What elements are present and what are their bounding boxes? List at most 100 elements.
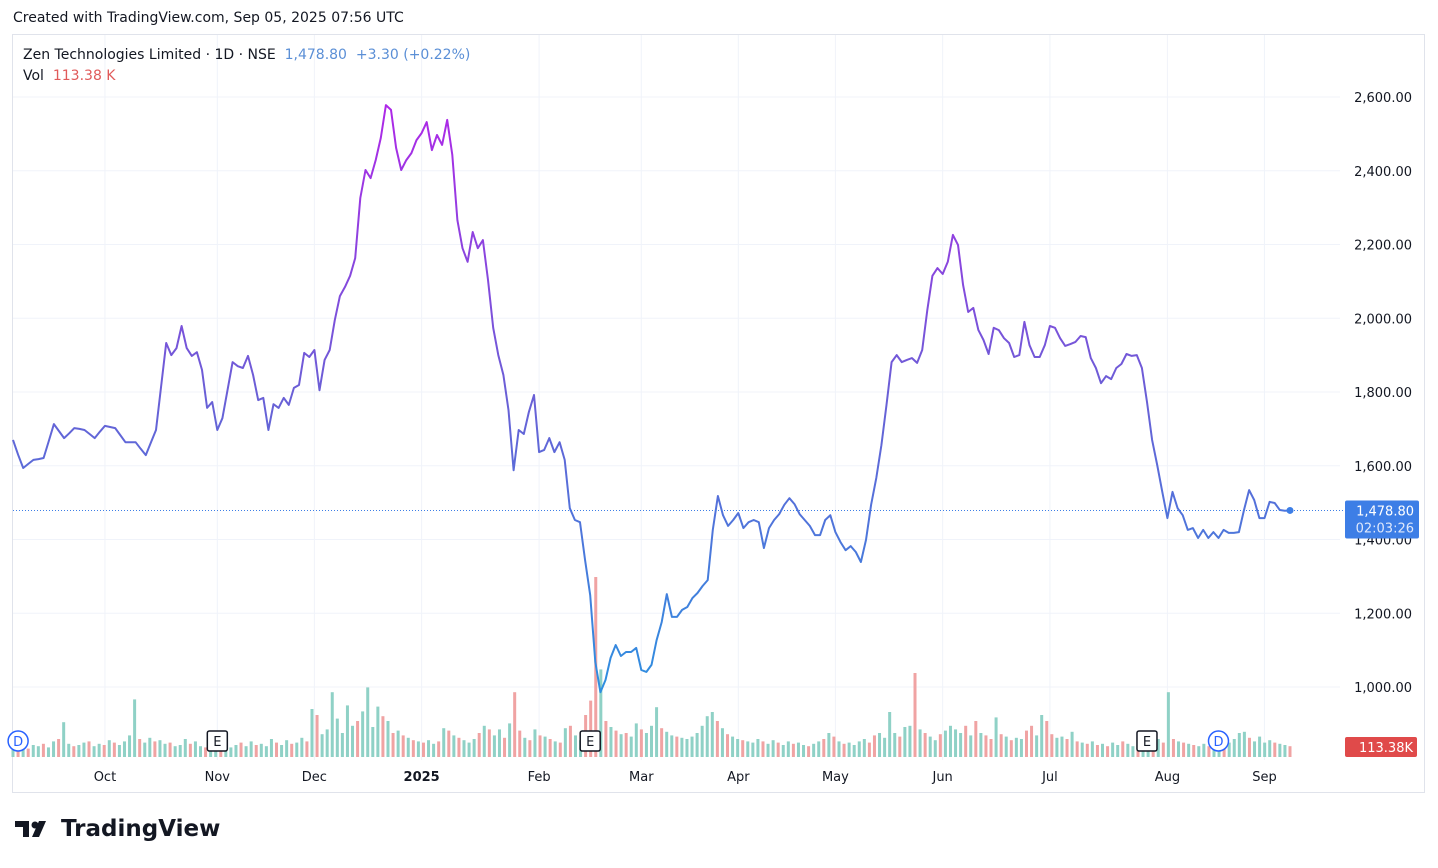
- x-tick-label: Oct: [94, 770, 116, 785]
- volume-bar: [715, 721, 719, 757]
- chart-legend: Zen Technologies Limited · 1D · NSE 1,47…: [23, 45, 470, 87]
- volume-bar: [624, 733, 628, 757]
- volume-bar: [361, 711, 365, 757]
- volume-bar: [168, 742, 172, 757]
- volume-bar: [1024, 730, 1028, 757]
- chart-frame[interactable]: [12, 34, 1425, 793]
- volume-bar: [371, 727, 375, 757]
- volume-bar: [1227, 742, 1231, 757]
- volume-bar: [315, 715, 319, 757]
- volume-bar: [614, 730, 618, 757]
- volume-bar: [1171, 739, 1175, 757]
- volume-bar: [1273, 742, 1277, 757]
- volume-label: Vol: [23, 68, 44, 84]
- volume-bar: [791, 743, 795, 757]
- volume-bar: [138, 739, 142, 757]
- y-tick-label: 1,800.00: [1354, 386, 1412, 401]
- earnings-marker: [579, 730, 601, 752]
- volume-bar: [1106, 746, 1110, 757]
- volume-bar: [933, 740, 937, 757]
- volume-bar: [452, 735, 456, 757]
- volume-bar: [356, 721, 360, 757]
- volume-bar: [786, 741, 790, 757]
- volume-bar: [655, 707, 659, 757]
- volume-bar: [1258, 736, 1262, 757]
- volume-bar: [893, 733, 897, 757]
- volume-bar: [948, 725, 952, 757]
- volume-bar: [928, 736, 932, 757]
- volume-bar: [345, 705, 349, 757]
- volume-bar: [888, 712, 892, 757]
- dividend-marker-label: D: [13, 735, 23, 750]
- volume-bar: [599, 669, 603, 757]
- volume-bar: [644, 733, 648, 757]
- volume-bar: [563, 728, 567, 757]
- volume-bar: [487, 729, 491, 757]
- volume-bar: [609, 727, 613, 757]
- volume-bar: [411, 740, 415, 757]
- volume-bar: [467, 742, 471, 757]
- earnings-marker-label: E: [213, 735, 221, 750]
- volume-bar: [913, 673, 917, 757]
- volume-bar: [300, 737, 304, 757]
- volume-bar: [954, 729, 958, 757]
- volume-bar: [427, 740, 431, 757]
- volume-bar: [128, 735, 132, 757]
- volume-bar: [462, 740, 466, 757]
- volume-bar: [807, 746, 811, 757]
- volume-bar: [1035, 735, 1039, 757]
- volume-bar: [381, 716, 385, 757]
- tradingview-logo: TradingView: [15, 816, 220, 842]
- created-with-caption: Created with TradingView.com, Sep 05, 20…: [13, 10, 404, 26]
- volume-bar: [457, 737, 461, 757]
- volume-bar: [143, 742, 147, 757]
- volume-bar: [497, 729, 501, 757]
- volume-bar: [680, 737, 684, 757]
- volume-bar: [1268, 740, 1272, 757]
- volume-bar: [52, 741, 56, 757]
- volume-bar: [700, 725, 704, 757]
- volume-bar: [568, 725, 572, 757]
- volume-bar: [376, 706, 380, 757]
- volume-bar: [117, 745, 121, 757]
- dividend-marker: [1207, 730, 1230, 752]
- volume-bar: [229, 747, 233, 757]
- volume-bar: [1070, 731, 1074, 757]
- volume-bar: [442, 728, 446, 757]
- volume-bar: [619, 734, 623, 757]
- volume-bar: [695, 733, 699, 757]
- volume-bar: [837, 741, 841, 757]
- volume-bar: [710, 712, 714, 757]
- volume-bar: [523, 737, 527, 757]
- volume-bar: [771, 740, 775, 757]
- volume-bar: [898, 736, 902, 757]
- volume-bar: [1232, 739, 1236, 757]
- volume-bar: [67, 743, 71, 757]
- volume-bar: [812, 743, 816, 757]
- volume-bar: [817, 741, 821, 757]
- volume-bar: [290, 743, 294, 757]
- volume-bar: [1166, 692, 1170, 757]
- volume-bar: [842, 743, 846, 757]
- volume-bar: [1116, 745, 1120, 757]
- volume-bar: [259, 743, 263, 757]
- volume-bar: [320, 734, 324, 757]
- volume-bar: [57, 739, 61, 757]
- volume-bar: [264, 746, 268, 757]
- volume-bar: [163, 743, 167, 757]
- volume-bar: [660, 728, 664, 757]
- volume-bar: [518, 730, 522, 757]
- earnings-marker: [206, 730, 229, 752]
- volume-bar: [31, 745, 35, 757]
- volume-bar: [406, 737, 410, 757]
- volume-bar: [690, 736, 694, 757]
- earnings-marker-label: E: [1143, 735, 1151, 750]
- volume-bar: [989, 739, 993, 757]
- volume-bar: [158, 740, 162, 757]
- tradingview-logo-icon: [15, 821, 46, 837]
- volume-bar: [883, 737, 887, 757]
- volume-bar: [1090, 741, 1094, 757]
- volume-bar: [938, 734, 942, 757]
- volume-bar: [1014, 737, 1018, 757]
